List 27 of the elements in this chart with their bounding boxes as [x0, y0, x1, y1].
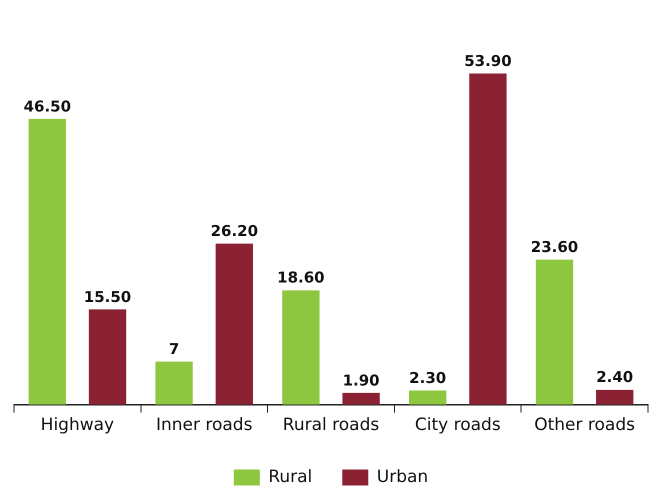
bar — [536, 260, 574, 405]
bar — [88, 309, 126, 405]
data-label: 2.30 — [409, 368, 446, 387]
x-tick-label: Other roads — [534, 415, 636, 436]
data-label: 26.20 — [210, 222, 258, 240]
data-label: 46.50 — [24, 97, 72, 116]
data-label: 15.50 — [84, 288, 132, 306]
data-label: 23.60 — [530, 238, 578, 256]
x-tick-label: Highway — [40, 415, 114, 436]
data-label: 18.60 — [277, 268, 325, 287]
bar — [342, 392, 380, 405]
x-tick-label: Inner roads — [156, 415, 253, 436]
x-tick-label: City roads — [414, 415, 501, 436]
legend-label: Urban — [376, 466, 428, 487]
bar — [155, 362, 193, 405]
bar — [596, 390, 634, 405]
bar — [282, 290, 320, 405]
bar — [28, 118, 66, 405]
x-tick-label: Rural roads — [282, 415, 380, 436]
data-label: 1.90 — [342, 371, 380, 390]
bar — [409, 390, 446, 405]
legend-label: Rural — [268, 466, 312, 487]
data-label: 2.40 — [596, 368, 634, 386]
bar — [469, 73, 507, 405]
data-label: 7 — [168, 340, 180, 358]
bar — [216, 244, 253, 405]
data-label: 53.90 — [464, 52, 512, 70]
